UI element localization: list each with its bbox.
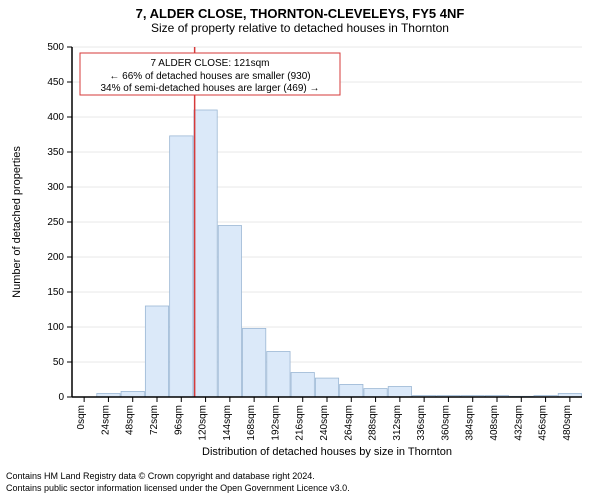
x-tick-label: 480sqm [562,405,573,441]
bar [121,391,144,397]
chart-svg: 0 50 100 150 200 250 300 350 400 450 500 0sqm 24sqm 4… [0,39,600,469]
svg-text:250: 250 [47,217,64,228]
bar [218,226,241,398]
info-box-line-3: 34% of semi-detached houses are larger (… [100,83,319,94]
svg-text:300: 300 [47,182,64,193]
svg-text:150: 150 [47,287,64,298]
bar [315,378,338,397]
footer-line-2: Contains public sector information licen… [6,483,594,495]
x-tick-label: 0sqm [76,405,87,429]
svg-text:200: 200 [47,252,64,263]
svg-text:350: 350 [47,147,64,158]
footer-line-1: Contains HM Land Registry data © Crown c… [6,471,594,483]
x-tick-label: 360sqm [440,405,451,441]
x-tick-label: 456sqm [538,405,549,441]
x-tick-label: 336sqm [416,405,427,441]
info-box-line-1: 7 ALDER CLOSE: 121sqm [151,58,270,69]
x-tick-label: 96sqm [173,405,184,435]
footer: Contains HM Land Registry data © Crown c… [0,469,600,494]
svg-text:100: 100 [47,322,64,333]
bar [170,136,193,397]
x-tick-label: 384sqm [465,405,476,441]
x-tick-label: 48sqm [125,405,136,435]
x-tick-label: 192sqm [270,405,281,441]
chart-title: 7, ALDER CLOSE, THORNTON-CLEVELEYS, FY5 … [0,0,600,21]
x-tick-label: 216sqm [295,405,306,441]
svg-text:0: 0 [58,392,64,403]
x-tick-label: 72sqm [149,405,160,435]
x-tick-label: 120sqm [198,405,209,441]
x-tick-label: 432sqm [513,405,524,441]
chart-subtitle: Size of property relative to detached ho… [0,21,600,39]
bar [267,352,290,398]
svg-text:450: 450 [47,77,64,88]
x-axis-label: Distribution of detached houses by size … [202,446,452,458]
x-tick-label: 144sqm [222,405,233,441]
bar [243,328,266,397]
y-axis-label: Number of detached properties [11,146,23,298]
bar [364,389,387,397]
bar [291,373,314,398]
x-tick-label: 288sqm [368,405,379,441]
x-tick-label: 240sqm [319,405,330,441]
bar [145,306,168,397]
bar [388,387,411,398]
x-tick-label: 408sqm [489,405,500,441]
info-box-line-2: ← 66% of detached houses are smaller (93… [109,71,310,82]
x-tick-label: 312sqm [392,405,403,441]
svg-text:500: 500 [47,42,64,53]
svg-text:50: 50 [53,357,65,368]
bar [194,110,217,397]
x-tick-label: 264sqm [343,405,354,441]
svg-text:400: 400 [47,112,64,123]
bar [340,384,363,397]
x-tick-label: 168sqm [246,405,257,441]
histogram-chart: 0 50 100 150 200 250 300 350 400 450 500 0sqm 24sqm 4… [0,39,600,469]
x-tick-label: 24sqm [100,405,111,435]
